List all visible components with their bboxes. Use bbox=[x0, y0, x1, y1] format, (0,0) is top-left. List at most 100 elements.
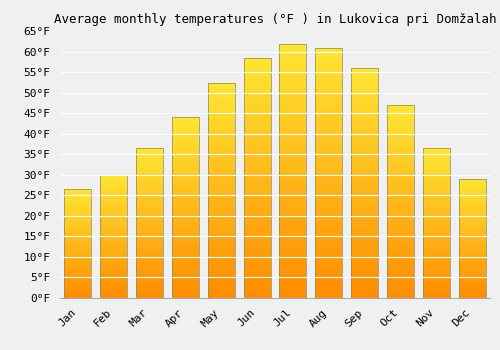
Bar bbox=[387, 269, 414, 271]
Bar bbox=[387, 167, 414, 169]
Bar bbox=[208, 278, 234, 280]
Bar bbox=[387, 170, 414, 173]
Bar bbox=[64, 202, 92, 203]
Bar bbox=[423, 223, 450, 224]
Bar bbox=[280, 252, 306, 254]
Bar bbox=[423, 202, 450, 203]
Bar bbox=[100, 274, 127, 275]
Bar bbox=[100, 205, 127, 206]
Bar bbox=[280, 125, 306, 127]
Bar bbox=[387, 276, 414, 278]
Bar bbox=[136, 176, 163, 178]
Bar bbox=[208, 205, 234, 207]
Bar bbox=[244, 233, 270, 235]
Bar bbox=[244, 293, 270, 295]
Bar bbox=[208, 83, 234, 298]
Bar bbox=[280, 293, 306, 295]
Bar bbox=[136, 174, 163, 175]
Bar bbox=[351, 213, 378, 215]
Bar bbox=[423, 281, 450, 282]
Bar bbox=[316, 158, 342, 160]
Bar bbox=[351, 174, 378, 176]
Bar bbox=[387, 180, 414, 182]
Bar bbox=[280, 133, 306, 135]
Bar bbox=[244, 199, 270, 202]
Bar bbox=[136, 163, 163, 164]
Bar bbox=[208, 220, 234, 222]
Bar bbox=[100, 193, 127, 194]
Bar bbox=[208, 106, 234, 108]
Bar bbox=[458, 261, 485, 262]
Bar bbox=[172, 242, 199, 244]
Bar bbox=[172, 128, 199, 130]
Bar bbox=[208, 152, 234, 154]
Bar bbox=[172, 240, 199, 242]
Bar bbox=[100, 197, 127, 198]
Bar bbox=[100, 209, 127, 210]
Bar bbox=[136, 259, 163, 260]
Bar bbox=[458, 209, 485, 210]
Bar bbox=[64, 291, 92, 292]
Bar bbox=[316, 85, 342, 88]
Bar bbox=[280, 254, 306, 257]
Bar bbox=[458, 193, 485, 194]
Bar bbox=[458, 228, 485, 229]
Bar bbox=[423, 209, 450, 211]
Bar bbox=[172, 224, 199, 225]
Bar bbox=[423, 175, 450, 176]
Bar bbox=[458, 233, 485, 235]
Bar bbox=[316, 53, 342, 55]
Bar bbox=[423, 168, 450, 169]
Bar bbox=[244, 63, 270, 65]
Bar bbox=[100, 194, 127, 196]
Bar bbox=[316, 280, 342, 282]
Bar bbox=[458, 215, 485, 216]
Bar bbox=[172, 281, 199, 283]
Bar bbox=[136, 215, 163, 217]
Bar bbox=[458, 213, 485, 215]
Bar bbox=[351, 148, 378, 151]
Bar bbox=[172, 204, 199, 206]
Bar bbox=[387, 128, 414, 130]
Bar bbox=[351, 162, 378, 164]
Bar bbox=[423, 286, 450, 287]
Bar bbox=[387, 178, 414, 180]
Bar bbox=[64, 226, 92, 227]
Bar bbox=[387, 136, 414, 138]
Bar bbox=[351, 224, 378, 226]
Bar bbox=[172, 173, 199, 175]
Bar bbox=[136, 186, 163, 187]
Bar bbox=[316, 203, 342, 205]
Bar bbox=[280, 198, 306, 201]
Bar bbox=[280, 168, 306, 171]
Bar bbox=[316, 200, 342, 203]
Bar bbox=[423, 156, 450, 157]
Bar bbox=[316, 150, 342, 153]
Bar bbox=[280, 117, 306, 120]
Bar bbox=[244, 261, 270, 264]
Bar bbox=[136, 271, 163, 272]
Bar bbox=[64, 198, 92, 200]
Bar bbox=[136, 156, 163, 157]
Bar bbox=[208, 98, 234, 100]
Bar bbox=[244, 238, 270, 240]
Bar bbox=[316, 153, 342, 155]
Bar bbox=[351, 82, 378, 84]
Bar bbox=[316, 163, 342, 165]
Bar bbox=[387, 265, 414, 267]
Bar bbox=[280, 226, 306, 229]
Bar bbox=[136, 235, 163, 236]
Bar bbox=[244, 132, 270, 135]
Bar bbox=[351, 222, 378, 224]
Bar bbox=[172, 145, 199, 146]
Bar bbox=[351, 155, 378, 158]
Bar bbox=[280, 122, 306, 125]
Bar bbox=[387, 228, 414, 230]
Bar bbox=[316, 282, 342, 285]
Bar bbox=[136, 274, 163, 275]
Bar bbox=[423, 284, 450, 286]
Bar bbox=[244, 178, 270, 180]
Bar bbox=[423, 154, 450, 156]
Bar bbox=[423, 254, 450, 256]
Bar bbox=[64, 262, 92, 264]
